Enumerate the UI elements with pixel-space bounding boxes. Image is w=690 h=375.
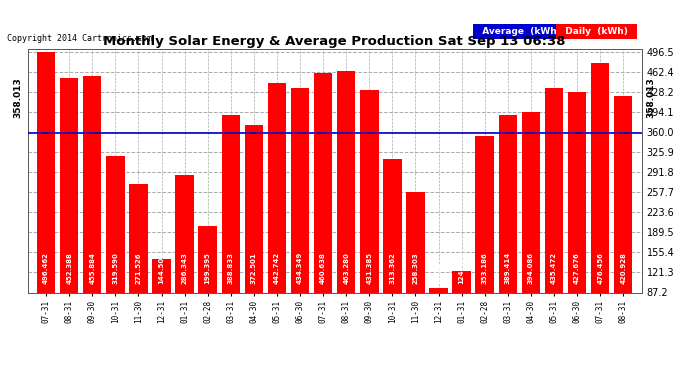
Bar [591,63,609,344]
Bar [314,73,333,344]
Bar [245,124,263,344]
Bar [60,78,79,344]
Bar [475,136,494,344]
Bar [106,156,125,344]
Text: 388.833: 388.833 [228,252,234,284]
Text: 258.303: 258.303 [413,252,418,284]
Text: 463.280: 463.280 [343,252,349,284]
Text: 124.432: 124.432 [459,252,464,284]
Text: 394.086: 394.086 [528,252,534,284]
Bar [544,88,563,344]
Text: 199.395: 199.395 [205,252,210,284]
Bar [568,92,586,344]
Text: 95.214: 95.214 [435,256,442,284]
Text: Average  (kWh): Average (kWh) [476,27,567,36]
Bar [129,184,148,344]
Bar [453,271,471,344]
Text: 476.456: 476.456 [597,252,603,284]
Text: Daily  (kWh): Daily (kWh) [559,27,634,36]
Bar [37,52,55,344]
Bar [406,192,424,344]
Bar [268,83,286,344]
Bar [429,288,448,344]
Text: 442.742: 442.742 [274,252,280,284]
Bar [499,115,517,344]
Bar [152,259,170,344]
Text: 353.186: 353.186 [482,252,488,284]
Bar [290,88,309,344]
Bar [221,115,240,344]
Text: 389.414: 389.414 [505,251,511,284]
Bar [83,76,101,344]
Text: 313.362: 313.362 [389,252,395,284]
Text: 434.349: 434.349 [297,251,303,284]
Text: 358.013: 358.013 [647,78,656,118]
Text: 271.526: 271.526 [135,252,141,284]
Bar [614,96,633,344]
Bar [337,71,355,344]
Text: 420.928: 420.928 [620,252,627,284]
Text: 431.385: 431.385 [366,252,373,284]
Text: 358.013: 358.013 [14,78,23,118]
Text: 286.343: 286.343 [181,252,188,284]
Text: 319.590: 319.590 [112,252,118,284]
Text: 496.462: 496.462 [43,252,49,284]
Text: 372.501: 372.501 [251,252,257,284]
Text: 460.638: 460.638 [320,252,326,284]
Bar [199,226,217,344]
Bar [383,159,402,344]
Text: 452.388: 452.388 [66,252,72,284]
Text: Copyright 2014 Cartronics.com: Copyright 2014 Cartronics.com [7,34,152,43]
Text: 427.676: 427.676 [574,252,580,284]
Bar [522,112,540,344]
Bar [360,90,379,344]
Text: 435.472: 435.472 [551,252,557,284]
Title: Monthly Solar Energy & Average Production Sat Sep 13 06:38: Monthly Solar Energy & Average Productio… [104,34,566,48]
Text: 455.884: 455.884 [89,252,95,284]
Bar [175,176,194,344]
Text: 144.501: 144.501 [159,252,164,284]
